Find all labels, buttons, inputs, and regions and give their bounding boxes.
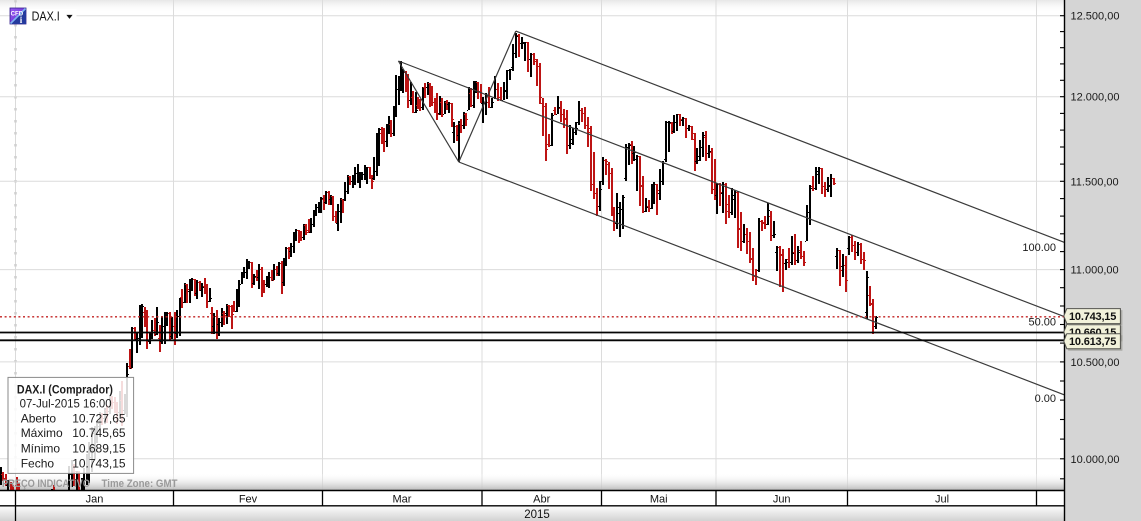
svg-text:DAX.I: DAX.I	[32, 9, 60, 23]
svg-text:DAX.I (Comprador): DAX.I (Comprador)	[17, 382, 113, 396]
svg-text:CFD: CFD	[11, 11, 24, 18]
svg-text:0.00: 0.00	[1035, 393, 1056, 405]
svg-text:i: i	[20, 15, 23, 25]
svg-text:Mínimo: Mínimo	[21, 441, 61, 455]
svg-text:10.613,75: 10.613,75	[1069, 336, 1116, 348]
svg-text:10.000,00: 10.000,00	[1071, 454, 1120, 466]
svg-text:10.743,15: 10.743,15	[1069, 311, 1116, 323]
svg-text:100.00: 100.00	[1022, 242, 1056, 254]
svg-text:10.500,00: 10.500,00	[1071, 357, 1120, 369]
svg-text:Time Zone: GMT: Time Zone: GMT	[102, 478, 178, 490]
svg-text:Mar: Mar	[393, 493, 412, 505]
svg-text:Jul: Jul	[935, 493, 949, 505]
svg-text:10.727,65: 10.727,65	[72, 411, 126, 425]
svg-text:Aberto: Aberto	[21, 411, 57, 425]
svg-text:12.500,00: 12.500,00	[1071, 11, 1120, 23]
svg-text:PREÇO INDICATIVO: PREÇO INDICATIVO	[2, 478, 90, 490]
svg-text:Fev: Fev	[239, 493, 258, 505]
svg-text:Mai: Mai	[650, 493, 668, 505]
svg-text:Fecho: Fecho	[21, 456, 55, 470]
svg-text:Abr: Abr	[533, 493, 550, 505]
svg-text:50.00: 50.00	[1028, 316, 1056, 328]
svg-text:10.743,15: 10.743,15	[72, 456, 126, 470]
svg-text:Jan: Jan	[86, 493, 104, 505]
svg-text:Máximo: Máximo	[21, 426, 63, 440]
svg-text:Jun: Jun	[773, 493, 791, 505]
svg-text:11.500,00: 11.500,00	[1071, 176, 1119, 188]
svg-text:10.689,15: 10.689,15	[72, 441, 126, 455]
svg-text:11.000,00: 11.000,00	[1071, 265, 1119, 277]
svg-text:10.745,65: 10.745,65	[72, 426, 126, 440]
svg-text:12.000,00: 12.000,00	[1071, 92, 1120, 104]
svg-text:07-Jul-2015 16:00: 07-Jul-2015 16:00	[20, 396, 112, 410]
svg-text:2015: 2015	[524, 509, 550, 521]
